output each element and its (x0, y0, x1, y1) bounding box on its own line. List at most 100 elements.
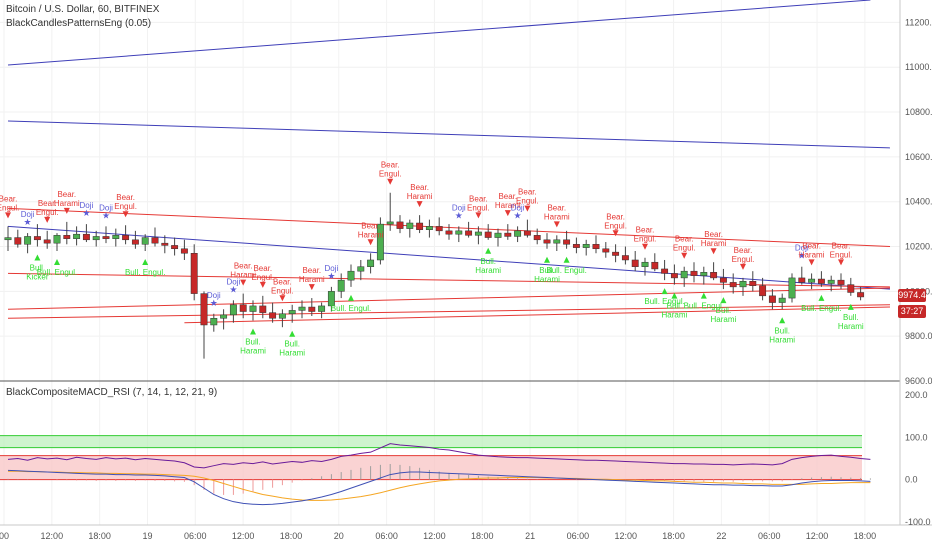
pattern-label: Harami (407, 192, 433, 201)
doji-star: ★ (210, 298, 218, 308)
pattern-label: Bear. (518, 188, 537, 197)
candle-body (455, 230, 463, 235)
signal-line (8, 470, 871, 501)
bull-arrow (700, 292, 707, 299)
pattern-label: Engul. (251, 273, 274, 282)
candle-body (298, 306, 306, 311)
pattern-label: Doji (80, 201, 94, 210)
candle-body (729, 282, 737, 288)
bear-arrow (387, 178, 394, 185)
bear-arrow (367, 239, 374, 246)
time-tick-label: 22 (716, 531, 726, 541)
price-tick-label: 9800.0 (905, 331, 932, 341)
trendline (7, 0, 871, 66)
pattern-label: Bear. (361, 221, 380, 230)
bear-arrow (553, 221, 560, 228)
indicator-top-label[interactable]: BlackCandlesPatternsEng (0.05) (6, 18, 152, 29)
pattern-label: Doji (99, 203, 113, 212)
candle-body (592, 244, 600, 250)
pattern-label: Bull. (539, 266, 555, 275)
candle-body (700, 272, 708, 276)
pattern-label: Bear. (802, 241, 821, 250)
candle-body (131, 239, 139, 245)
candle-body (553, 239, 561, 244)
candle-body (386, 221, 394, 225)
pattern-label: Harami (240, 346, 266, 355)
price-tick-label: 10600.0 (905, 152, 932, 162)
bear-arrow (524, 205, 531, 212)
price-tick-label: 11000.0 (905, 62, 932, 72)
price-tick-label: 9600.0 (905, 376, 932, 386)
time-tick-label: 18:00 (280, 531, 303, 541)
pattern-label: Harami (495, 201, 521, 210)
pattern-label: Doji (452, 203, 466, 212)
macd-line (7, 469, 871, 506)
symbol-title[interactable]: Bitcoin / U.S. Dollar, 60, BITFINEX (6, 4, 160, 15)
annotations: Bear.Engul.★DojiBear.Engul.Bear.Harami★D… (0, 161, 864, 358)
bear-arrow (504, 210, 511, 217)
time-tick-label: 12:00 (806, 531, 829, 541)
bear-arrow (416, 201, 423, 208)
pattern-label: Bull. Engul. (684, 302, 724, 311)
price-tick-label: 11200.0 (905, 17, 932, 27)
candle-body (759, 285, 767, 297)
pattern-label: Bull. Engul. (546, 266, 586, 275)
time-tick-label: 18:00 (471, 531, 494, 541)
pattern-label: Bear. (0, 194, 17, 203)
candle-body (749, 281, 757, 286)
doji-star: ★ (24, 217, 32, 227)
pattern-label: Bear. (469, 194, 488, 203)
candle-body (259, 305, 267, 313)
candle-body (514, 230, 522, 237)
pattern-label: Bull. (716, 306, 732, 315)
time-tick-label: 18:00 (88, 531, 111, 541)
pattern-label: Engul. (732, 255, 755, 264)
pattern-label: Kicker (26, 273, 49, 282)
doji-star: ★ (455, 210, 463, 220)
candle-body (200, 293, 208, 326)
pattern-label: Doji (227, 277, 241, 286)
candle-body (82, 233, 90, 241)
candle-body (308, 306, 316, 312)
doji-star: ★ (82, 208, 90, 218)
bear-arrow (475, 212, 482, 219)
pattern-label: Engul. (114, 202, 137, 211)
candle-body (788, 277, 796, 299)
bull-arrow (54, 259, 60, 266)
candle-body (847, 284, 855, 293)
bull-arrow (485, 247, 492, 254)
candle-body (494, 232, 502, 238)
bear-arrow (44, 216, 51, 223)
oscillator-axis[interactable]: 200.0 100.0 0.0 -100.0 (905, 390, 931, 527)
pattern-label: Bear. (547, 203, 566, 212)
indicator-bottom-label[interactable]: BlackCompositeMACD_RSI (7, 14, 1, 12, 21… (6, 387, 218, 398)
pattern-label: Bear. (38, 199, 57, 208)
candle-body (239, 304, 247, 312)
pattern-label: Bull. (30, 264, 46, 273)
candle-body (798, 277, 806, 283)
candle-body (43, 239, 51, 244)
bull-arrow (250, 328, 256, 335)
candle-body (357, 266, 365, 272)
candle-body (827, 279, 835, 284)
osc-tick-label: 0.0 (905, 475, 918, 485)
bear-arrow (259, 281, 266, 288)
candle-body (425, 226, 433, 230)
candle-body (367, 259, 375, 267)
candle-body (651, 261, 659, 270)
candle-body (92, 236, 100, 241)
candles (4, 192, 865, 359)
doji-star: ★ (229, 284, 237, 294)
pattern-label: Engul. (634, 235, 657, 244)
oscillator-pane (0, 435, 871, 506)
trendline (184, 306, 891, 324)
pattern-label: Harami (799, 250, 825, 259)
candle-body (808, 278, 816, 283)
pattern-label: Bear. (704, 230, 723, 239)
time-axis[interactable]: 00 12:00 18:00 19 06:00 12:00 18:00 20 06:00 12:0… (0, 531, 876, 541)
bull-arrow (720, 297, 727, 304)
candle-body (24, 236, 32, 245)
candle-body (631, 259, 639, 267)
time-tick-label: 06:00 (567, 531, 590, 541)
